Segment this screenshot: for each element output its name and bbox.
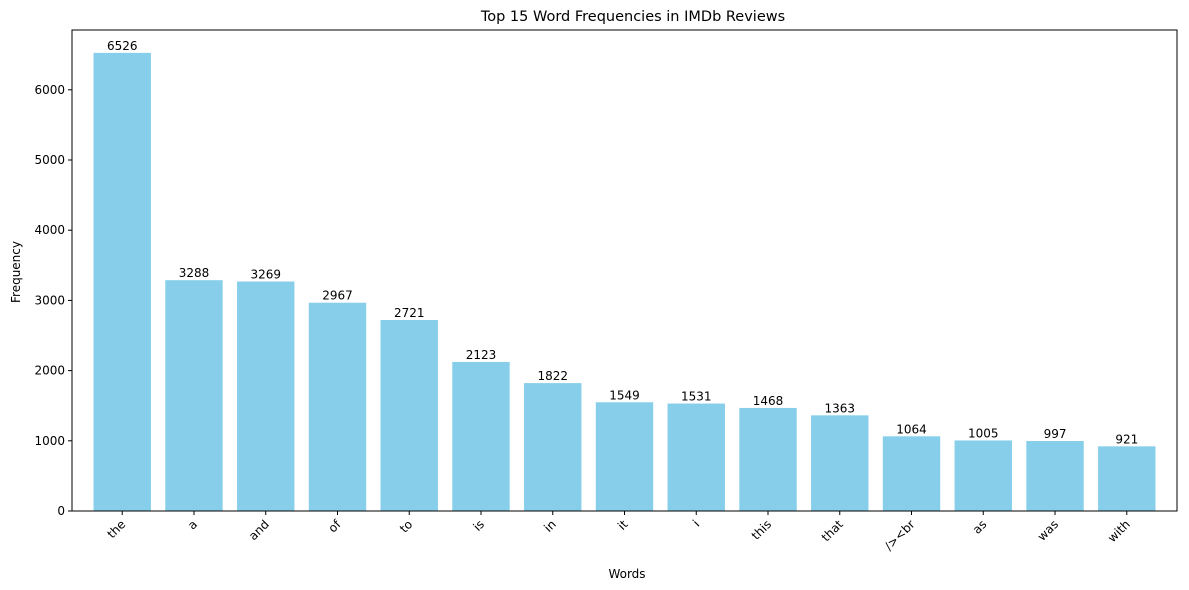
bar-value-label: 1531 <box>681 390 712 404</box>
bar-value-label: 6526 <box>107 39 138 53</box>
y-axis: 0 1000 2000 3000 4000 5000 6000 <box>34 83 72 518</box>
bar-br-11 <box>882 436 941 511</box>
bar-value-label: 1005 <box>968 426 999 440</box>
y-tick-label: 6000 <box>34 83 65 97</box>
y-tick-label: 5000 <box>34 153 65 167</box>
bar-in-6 <box>524 383 582 511</box>
bar-a-1 <box>165 280 223 511</box>
bar-and-2 <box>237 281 295 511</box>
bar-i-8 <box>667 403 725 511</box>
bar-labels-group: 6526 3288 3269 2967 2721 2123 1822 1549 1531 1468… <box>107 39 1138 446</box>
bar-value-label: 3288 <box>179 266 210 280</box>
bar-it-7 <box>595 402 654 511</box>
plot-frame <box>71 29 1178 512</box>
bar-that-10 <box>811 415 869 511</box>
y-axis-label: Frequency <box>9 241 23 303</box>
bar-is-5 <box>452 361 510 511</box>
bar-with-14 <box>1098 446 1156 511</box>
y-tick-label: 2000 <box>34 364 65 378</box>
y-tick-label: 4000 <box>34 223 65 237</box>
bar-the-0 <box>93 52 151 511</box>
bar-value-label: 2123 <box>466 348 497 362</box>
bar-value-label: 1549 <box>609 388 640 402</box>
bar-value-label: 1822 <box>537 369 568 383</box>
chart-title: Top 15 Word Frequencies in IMDb Reviews <box>480 9 785 25</box>
y-tick-label: 3000 <box>34 293 65 307</box>
bar-this-9 <box>739 407 797 511</box>
bar-value-label: 2967 <box>322 289 353 303</box>
bar-of-3 <box>308 302 367 511</box>
x-axis-label: Words <box>608 567 645 581</box>
bar-value-label: 2721 <box>394 306 425 320</box>
bars-group <box>93 52 1156 511</box>
bar-value-label: 3269 <box>250 268 281 282</box>
bar-was-13 <box>1026 441 1084 511</box>
y-tick-label: 1000 <box>34 434 65 448</box>
y-tick-label: 0 <box>57 504 65 518</box>
bar-value-label: 921 <box>1115 432 1138 446</box>
bar-as-12 <box>954 440 1012 511</box>
bar-to-4 <box>380 319 438 511</box>
bar-value-label: 997 <box>1044 427 1067 441</box>
bar-value-label: 1363 <box>824 401 855 415</box>
bar-value-label: 1468 <box>753 394 784 408</box>
bar-value-label: 1064 <box>896 422 927 436</box>
